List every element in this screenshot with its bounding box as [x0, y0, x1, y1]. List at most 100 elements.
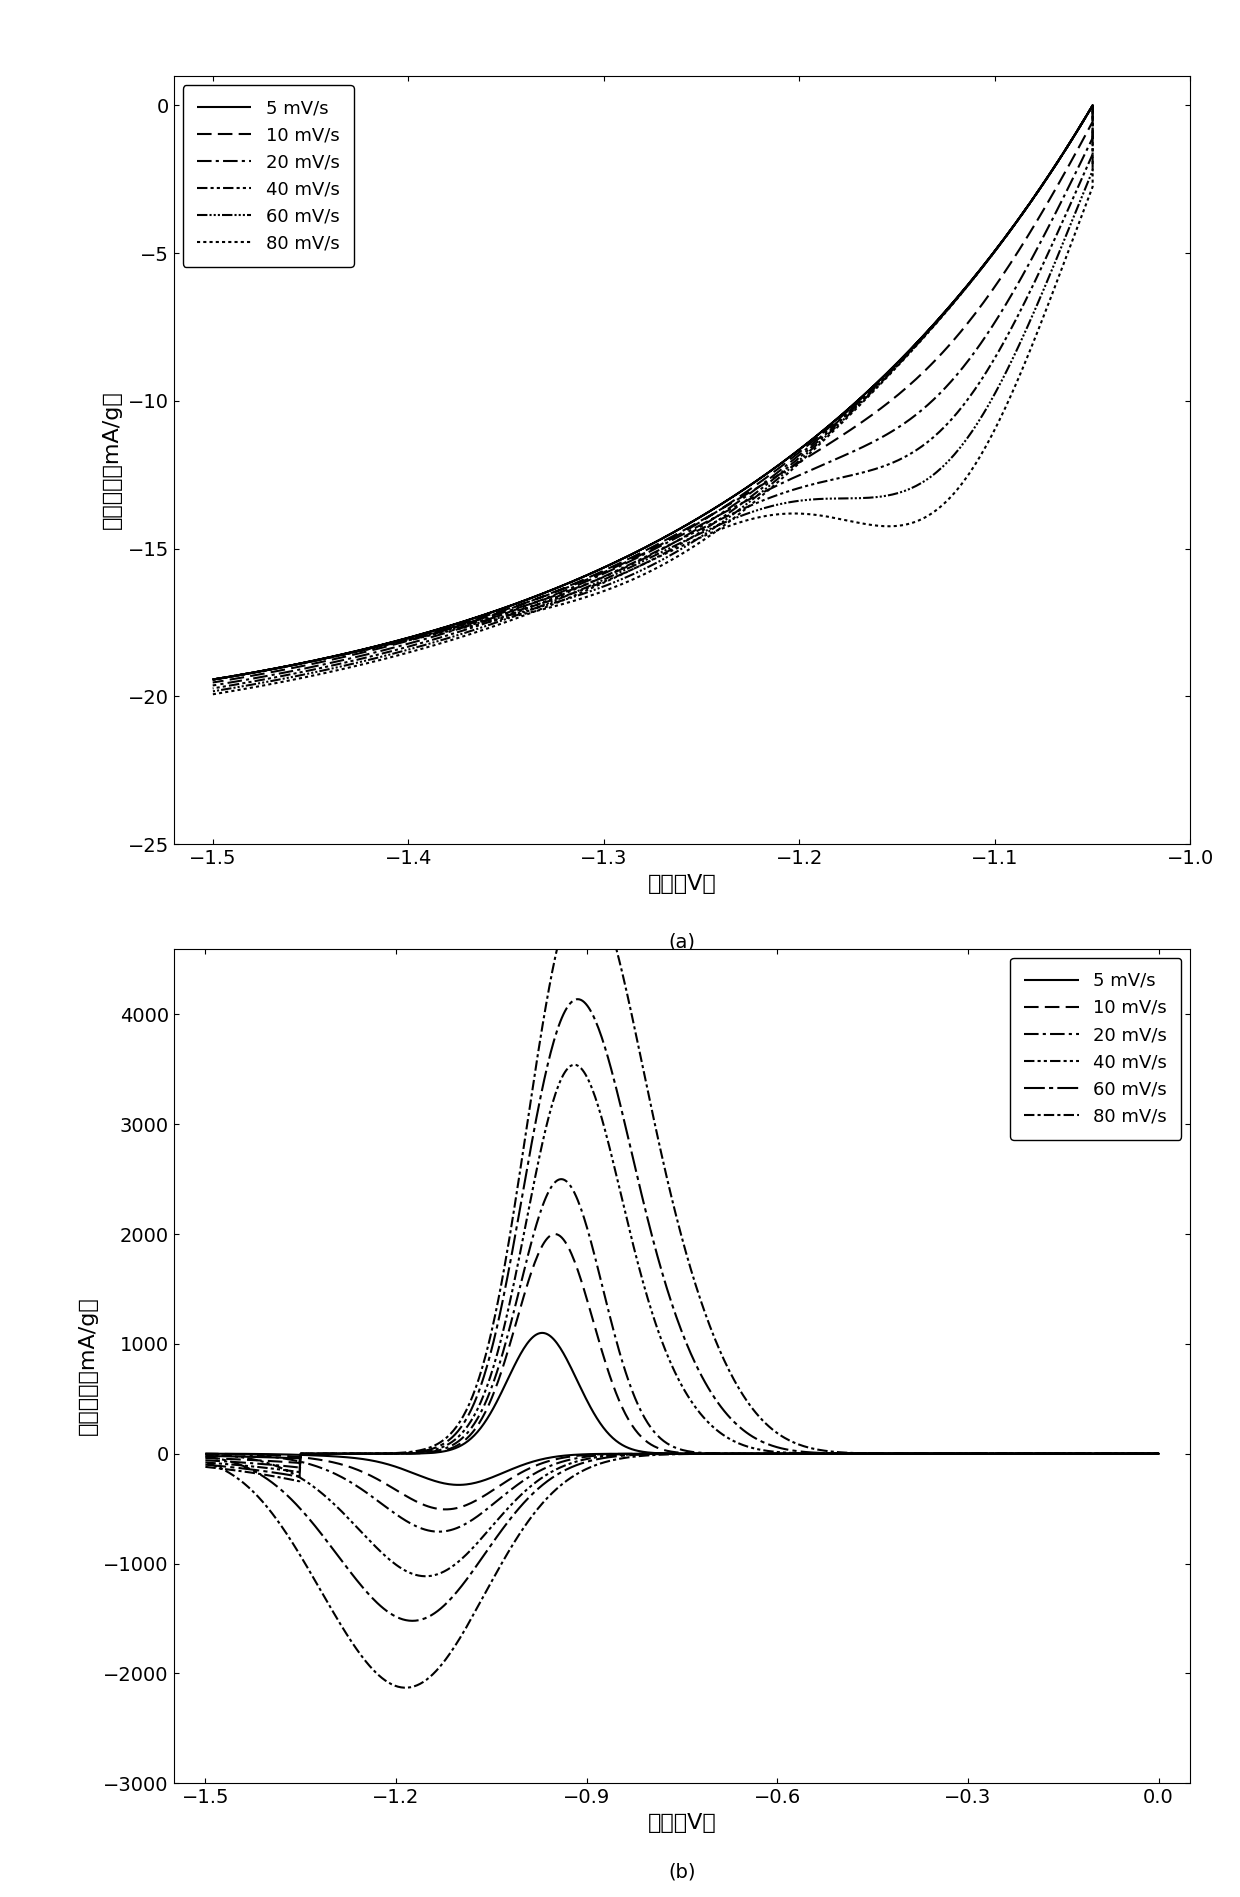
5 mV/s	[451, 1436, 466, 1459]
80 mV/s	[658, 552, 673, 575]
80 mV/s	[842, 1442, 857, 1464]
60 mV/s	[451, 1419, 466, 1442]
20 mV/s	[637, 543, 652, 565]
80 mV/s	[451, 1413, 466, 1436]
20 mV/s	[1102, 1442, 1117, 1464]
40 mV/s	[567, 1053, 582, 1076]
20 mV/s	[198, 1449, 213, 1472]
5 mV/s	[1027, 1442, 1042, 1464]
40 mV/s	[1102, 1442, 1117, 1464]
10 mV/s	[637, 539, 652, 562]
10 mV/s	[517, 592, 532, 615]
Line: 60 mV/s: 60 mV/s	[213, 106, 1092, 691]
20 mV/s	[926, 389, 941, 412]
5 mV/s	[1063, 1442, 1078, 1464]
5 mV/s	[198, 1442, 213, 1464]
80 mV/s	[1063, 1442, 1078, 1464]
Text: (a): (a)	[668, 933, 696, 952]
80 mV/s	[398, 1677, 413, 1700]
20 mV/s	[1063, 1442, 1078, 1464]
80 mV/s	[198, 1455, 213, 1478]
40 mV/s	[520, 1208, 534, 1231]
80 mV/s	[787, 503, 802, 525]
60 mV/s	[198, 1453, 213, 1476]
60 mV/s	[926, 463, 941, 486]
40 mV/s	[451, 1425, 466, 1447]
Line: 20 mV/s: 20 mV/s	[206, 1180, 1158, 1531]
80 mV/s	[926, 501, 941, 524]
Legend: 5 mV/s, 10 mV/s, 20 mV/s, 40 mV/s, 60 mV/s, 80 mV/s: 5 mV/s, 10 mV/s, 20 mV/s, 40 mV/s, 60 mV…	[182, 85, 353, 267]
Line: 10 mV/s: 10 mV/s	[213, 106, 1092, 683]
10 mV/s	[438, 1499, 453, 1521]
20 mV/s	[787, 465, 802, 488]
X-axis label: 电位（V）: 电位（V）	[647, 875, 717, 893]
60 mV/s	[198, 1446, 213, 1468]
60 mV/s	[1085, 95, 1100, 118]
80 mV/s	[1027, 1442, 1042, 1464]
80 mV/s	[1102, 1442, 1117, 1464]
10 mV/s	[548, 1224, 563, 1246]
20 mV/s	[432, 1519, 446, 1542]
40 mV/s	[206, 677, 221, 700]
5 mV/s	[1085, 95, 1100, 118]
Line: 40 mV/s: 40 mV/s	[206, 1064, 1158, 1576]
5 mV/s	[206, 668, 221, 691]
60 mV/s	[1063, 1442, 1078, 1464]
60 mV/s	[842, 1442, 857, 1464]
X-axis label: 电位（V）: 电位（V）	[647, 1814, 717, 1833]
5 mV/s	[1102, 1442, 1117, 1464]
40 mV/s	[198, 1451, 213, 1474]
80 mV/s	[1003, 220, 1018, 243]
40 mV/s	[637, 546, 652, 569]
10 mV/s	[1063, 1442, 1078, 1464]
5 mV/s	[451, 1474, 466, 1497]
10 mV/s	[198, 1447, 213, 1470]
10 mV/s	[926, 351, 941, 374]
10 mV/s	[1085, 95, 1100, 118]
40 mV/s	[926, 425, 941, 448]
40 mV/s	[658, 541, 673, 563]
Text: (b): (b)	[668, 1863, 696, 1882]
40 mV/s	[206, 668, 221, 691]
60 mV/s	[206, 668, 221, 691]
60 mV/s	[1027, 1442, 1042, 1464]
20 mV/s	[451, 1430, 466, 1453]
Y-axis label: 电流密度（mA/g）: 电流密度（mA/g）	[78, 1296, 98, 1436]
5 mV/s	[842, 1442, 857, 1464]
10 mV/s	[787, 453, 802, 476]
60 mV/s	[658, 546, 673, 569]
20 mV/s	[658, 535, 673, 558]
Line: 60 mV/s: 60 mV/s	[206, 1000, 1158, 1620]
60 mV/s	[1003, 220, 1018, 243]
10 mV/s	[520, 1275, 534, 1298]
Line: 20 mV/s: 20 mV/s	[213, 106, 1092, 685]
80 mV/s	[520, 1115, 534, 1138]
80 mV/s	[1085, 95, 1100, 118]
40 mV/s	[1085, 95, 1100, 118]
60 mV/s	[206, 679, 221, 702]
Line: 10 mV/s: 10 mV/s	[206, 1235, 1158, 1510]
Line: 5 mV/s: 5 mV/s	[206, 1334, 1158, 1485]
20 mV/s	[517, 594, 532, 617]
10 mV/s	[1027, 1442, 1042, 1464]
Line: 80 mV/s: 80 mV/s	[213, 106, 1092, 694]
80 mV/s	[198, 1451, 213, 1474]
20 mV/s	[206, 673, 221, 696]
80 mV/s	[637, 552, 652, 575]
20 mV/s	[1085, 95, 1100, 118]
5 mV/s	[658, 525, 673, 548]
40 mV/s	[1063, 1442, 1078, 1464]
10 mV/s	[842, 1442, 857, 1464]
5 mV/s	[926, 313, 941, 336]
Line: 5 mV/s: 5 mV/s	[213, 106, 1092, 679]
5 mV/s	[536, 1322, 551, 1345]
Line: 40 mV/s: 40 mV/s	[213, 106, 1092, 689]
60 mV/s	[517, 599, 532, 622]
10 mV/s	[198, 1442, 213, 1464]
60 mV/s	[404, 1609, 419, 1631]
80 mV/s	[578, 873, 593, 895]
80 mV/s	[206, 668, 221, 691]
60 mV/s	[570, 988, 585, 1011]
20 mV/s	[206, 668, 221, 691]
60 mV/s	[1102, 1442, 1117, 1464]
